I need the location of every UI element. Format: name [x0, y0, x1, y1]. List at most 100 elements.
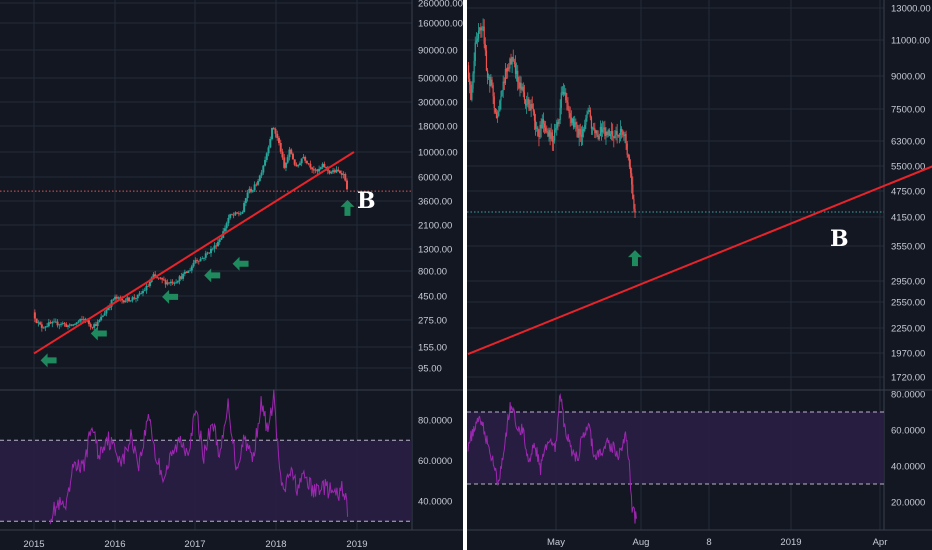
- left-candle-body: [108, 306, 111, 308]
- left-price-tick-label: 260000.00: [418, 0, 463, 10]
- right-price-tick-label: 2250.00: [891, 324, 925, 335]
- right-candle-body: [560, 92, 562, 108]
- left-candle-body: [189, 270, 192, 272]
- right-candle-body: [469, 78, 471, 85]
- left-candle-body: [110, 300, 113, 307]
- right-candle-body: [514, 64, 517, 74]
- right-candle-body: [482, 26, 484, 29]
- right-candle-body: [566, 100, 568, 103]
- right-candle-body: [536, 127, 538, 129]
- right-candle-body: [503, 81, 505, 84]
- right-candle-body: [483, 26, 485, 44]
- left-price-tick-label: 160000.00: [418, 19, 463, 30]
- left-candle-body: [87, 320, 90, 325]
- left-candle-body: [204, 253, 207, 258]
- right-candle-body: [540, 124, 542, 129]
- left-candle-body: [309, 163, 312, 168]
- right-candle-body: [556, 122, 558, 129]
- right-candle-body: [505, 68, 508, 72]
- right-candle-body: [607, 130, 609, 136]
- right-candle-body: [602, 129, 604, 133]
- left-candle-body: [230, 214, 233, 216]
- left-arrow-left-icon: [204, 268, 221, 283]
- right-candle-body: [631, 173, 633, 185]
- left-price-tick-label: 450.00: [418, 292, 447, 303]
- right-candle-body: [493, 96, 495, 109]
- left-candle-body: [302, 156, 305, 159]
- left-arrow-left-icon: [232, 256, 249, 271]
- right-candle-body: [546, 131, 548, 133]
- right-candle-body: [497, 115, 499, 119]
- right-candle-body: [543, 123, 546, 128]
- left-price-tick-label: 30000.00: [418, 98, 458, 109]
- left-candle-body: [54, 321, 57, 323]
- left-candle-body: [115, 296, 118, 299]
- left-candle-body: [225, 223, 228, 229]
- right-candle-body: [570, 117, 572, 123]
- left-candle-body: [159, 277, 162, 279]
- left-candle-body: [291, 153, 294, 160]
- right-trendline: [467, 165, 932, 356]
- right-candle-body: [522, 86, 524, 93]
- right-candle-body: [532, 108, 534, 112]
- left-candle-body: [213, 245, 216, 249]
- left-candle-body: [51, 321, 54, 324]
- left-rsi-band: [0, 440, 412, 522]
- right-candle-body: [511, 57, 513, 65]
- right-price-tick-label: 5500.00: [891, 162, 925, 173]
- left-time-tick-label: 2015: [23, 539, 44, 550]
- left-candle-body: [162, 279, 165, 281]
- left-price-tick-label: 90000.00: [418, 46, 458, 57]
- right-candle-body: [530, 103, 532, 111]
- right-candle-body: [476, 38, 479, 41]
- right-candle-body: [471, 88, 473, 100]
- left-price-tick-label: 50000.00: [418, 74, 458, 85]
- right-time-tick-label: 8: [706, 537, 711, 548]
- right-candle-body: [521, 86, 523, 90]
- left-candle-body: [258, 175, 261, 181]
- left-candle-body: [47, 322, 50, 327]
- right-candle-body: [613, 136, 615, 139]
- right-arrow-up-icon: [627, 250, 642, 267]
- right-candle-body: [509, 58, 511, 69]
- right-candle-body: [595, 130, 597, 134]
- right-candle-body: [491, 79, 493, 86]
- panel-divider: [463, 0, 467, 550]
- right-candle-body: [603, 127, 605, 130]
- right-candle-body: [627, 154, 629, 157]
- left-candle-body: [136, 294, 139, 299]
- right-candle-body: [517, 70, 519, 83]
- left-candle-body: [257, 180, 260, 185]
- left-candle-body: [192, 262, 195, 267]
- left-candle-body: [138, 293, 141, 295]
- left-rsi-tick-label: 40.0000: [418, 497, 452, 508]
- right-candle-body: [495, 112, 498, 119]
- right-candle-body: [576, 124, 578, 129]
- left-candle-body: [44, 326, 47, 328]
- right-candle-body: [614, 134, 616, 139]
- left-candle-body: [171, 281, 174, 284]
- right-time-tick-label: 2019: [780, 537, 801, 548]
- left-candle-body: [325, 167, 328, 169]
- right-rsi-tick-label: 80.0000: [891, 390, 925, 401]
- left-candle-body: [236, 212, 239, 214]
- left-candle-body: [300, 158, 303, 164]
- left-arrow-left-icon: [90, 326, 107, 341]
- left-candle-body: [61, 323, 64, 325]
- left-candle-body: [166, 282, 169, 285]
- right-candle-body: [591, 127, 594, 129]
- right-candle-body: [486, 70, 489, 78]
- right-candle-body: [545, 127, 547, 132]
- right-candle-body: [610, 130, 613, 135]
- left-candle-body: [107, 307, 110, 310]
- left-candle-body: [58, 324, 61, 326]
- right-candle-body: [634, 208, 636, 213]
- right-candle-body: [537, 127, 539, 136]
- left-candle-body: [293, 159, 296, 165]
- right-price-tick-label: 4150.00: [891, 213, 925, 224]
- right-price-tick-label: 4750.00: [891, 187, 925, 198]
- left-candle-body: [274, 128, 277, 134]
- right-candle-body: [577, 128, 579, 138]
- right-candle-body: [473, 61, 475, 74]
